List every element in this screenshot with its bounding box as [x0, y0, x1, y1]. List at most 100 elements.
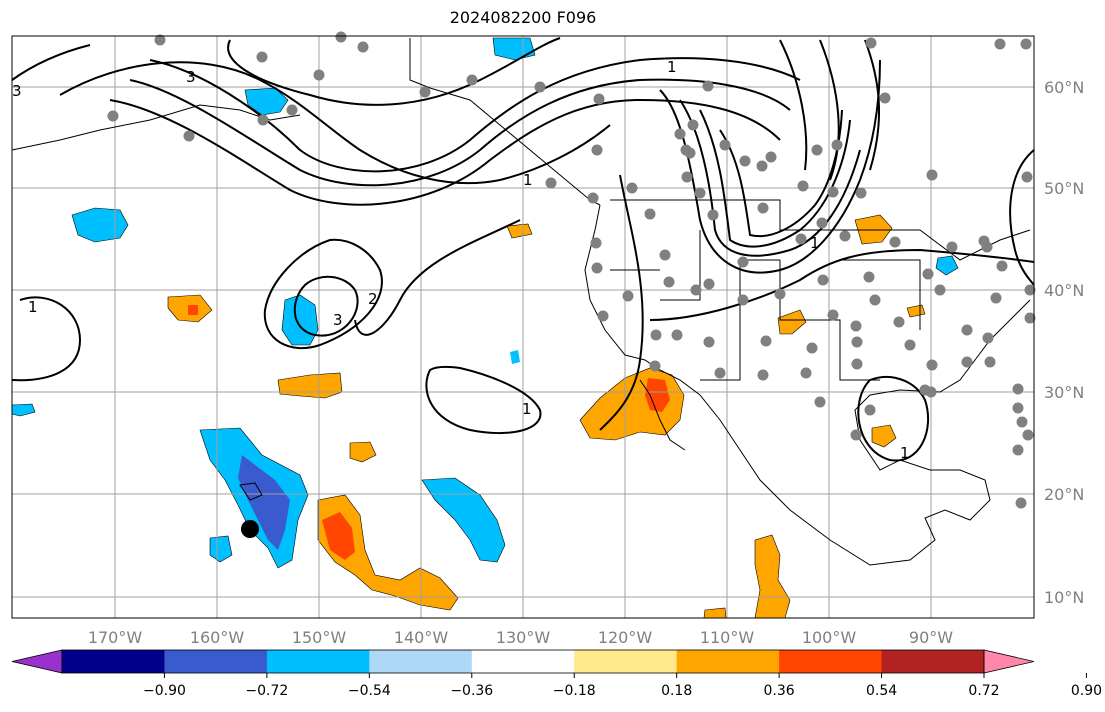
- station-marker: [1024, 284, 1036, 296]
- station-marker: [982, 332, 994, 344]
- colorbar-max-extension: [983, 649, 1035, 674]
- station-marker: [831, 139, 843, 151]
- station-marker: [591, 262, 603, 274]
- longitude-label: 150°W: [292, 628, 347, 647]
- colorbar-segment: [62, 650, 165, 673]
- station-marker: [757, 369, 769, 381]
- contour-labels: 3 3 1 1 2 3 1 1 1 1: [12, 58, 910, 462]
- station-marker: [879, 92, 891, 104]
- station-marker: [597, 310, 609, 322]
- positive-anomaly-small-2: [506, 223, 533, 239]
- station-marker: [851, 358, 863, 370]
- station-marker: [286, 104, 298, 116]
- station-marker: [814, 396, 826, 408]
- contours: [11, 37, 1035, 462]
- station-marker: [864, 404, 876, 416]
- station-marker: [1024, 312, 1036, 324]
- longitude-label: 90°W: [909, 628, 953, 647]
- station-marker: [922, 268, 934, 280]
- station-marker: [855, 187, 867, 199]
- station-marker: [1012, 444, 1024, 456]
- colorbar-segment: [164, 650, 268, 673]
- station-marker: [869, 294, 881, 306]
- latitude-label: 40°N: [1044, 281, 1084, 300]
- station-marker: [154, 34, 166, 46]
- colorbar-segment: [471, 650, 575, 673]
- station-marker: [1012, 402, 1024, 414]
- station-marker: [703, 278, 715, 290]
- station-marker: [800, 367, 812, 379]
- station-marker: [419, 86, 431, 98]
- colorbar-min-extension: [11, 649, 63, 674]
- latitude-label: 20°N: [1044, 485, 1084, 504]
- longitude-label: 160°W: [190, 628, 245, 647]
- colorbar-segment: [676, 650, 780, 673]
- map-title: 2024082200 F096: [449, 8, 597, 27]
- station-marker: [984, 356, 996, 368]
- negative-anomaly-east-pacific: [421, 477, 506, 563]
- positive-anomaly-central-pacific: [317, 494, 459, 611]
- contour-label: 1: [522, 400, 532, 418]
- colorbar-tick-label: −0.72: [245, 683, 288, 699]
- colorbar-segment: [779, 650, 883, 673]
- station-marker: [934, 284, 946, 296]
- station-marker: [671, 329, 683, 341]
- station-marker: [961, 356, 973, 368]
- station-marker: [739, 155, 751, 167]
- contour-label: 2: [368, 290, 378, 308]
- station-marker: [1016, 416, 1028, 428]
- strong-positive-central-pacific: [322, 512, 355, 560]
- station-marker: [996, 260, 1008, 272]
- station-marker: [757, 202, 769, 214]
- positive-anomaly-gulf: [871, 424, 897, 448]
- colorbar-tick-label: 0.18: [661, 683, 692, 699]
- longitude-label: 120°W: [598, 628, 653, 647]
- station-marker: [904, 339, 916, 351]
- station-marker: [707, 209, 719, 221]
- station-marker: [107, 110, 119, 122]
- station-marker: [335, 31, 347, 43]
- contour-label: 1: [900, 444, 910, 462]
- station-marker: [889, 236, 901, 248]
- negative-anomaly-small-2: [209, 535, 233, 563]
- latitude-label: 10°N: [1044, 588, 1084, 607]
- negative-anomaly-small: [510, 350, 520, 364]
- negative-anomaly-ne-pacific-1: [71, 207, 129, 243]
- longitude-label: 110°W: [700, 628, 755, 647]
- station-marker: [961, 324, 973, 336]
- colorbar-tick-label: −0.36: [450, 683, 493, 699]
- station-marker: [545, 177, 557, 189]
- station-marker: [827, 309, 839, 321]
- station-marker: [256, 51, 268, 63]
- contour-label: 1: [28, 298, 38, 316]
- station-marker: [257, 114, 269, 126]
- station-marker: [827, 186, 839, 198]
- station-marker: [357, 41, 369, 53]
- station-marker: [674, 128, 686, 140]
- latitude-label: 50°N: [1044, 179, 1084, 198]
- longitude-labels: 170°W 160°W 150°W 140°W 130°W 120°W 110°W 100°W…: [88, 628, 953, 647]
- positive-anomaly-texas: [777, 309, 807, 335]
- colorbar-segment: [574, 650, 678, 673]
- station-marker: [806, 342, 818, 354]
- station-marker: [183, 130, 195, 142]
- station-marker: [926, 359, 938, 371]
- station-marker: [850, 320, 862, 332]
- station-marker: [694, 187, 706, 199]
- strong-positive-pacific-3: [188, 305, 198, 315]
- station-marker: [703, 336, 715, 348]
- colorbar: −0.90 −0.72 −0.54 −0.36 −0.18 0.18 0.36 0.54 0.7…: [11, 649, 1102, 699]
- colorbar-tick-label: −0.18: [553, 683, 596, 699]
- station-marker: [946, 241, 958, 253]
- station-marker: [663, 276, 675, 288]
- station-marker: [863, 271, 875, 283]
- station-marker: [587, 192, 599, 204]
- station-marker: [714, 367, 726, 379]
- station-marker: [926, 169, 938, 181]
- station-marker: [795, 233, 807, 245]
- station-marker: [990, 292, 1002, 304]
- contour-label: 1: [523, 171, 533, 189]
- longitude-label: 140°W: [394, 628, 449, 647]
- station-marker: [865, 37, 877, 49]
